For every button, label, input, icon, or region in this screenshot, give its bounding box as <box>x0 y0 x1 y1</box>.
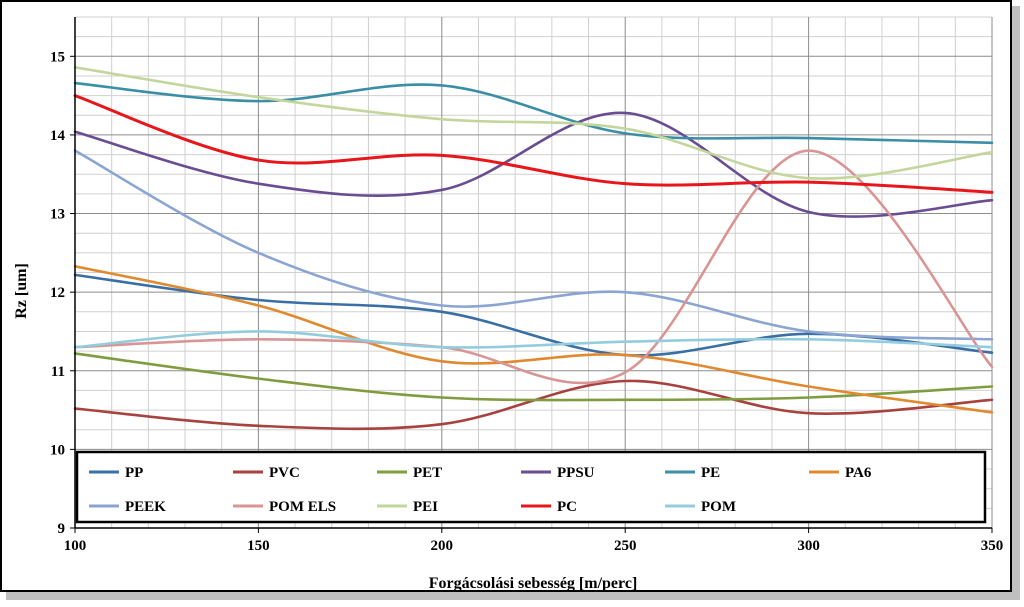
legend-label-pe: PE <box>701 465 720 481</box>
chart-shadow-bottom <box>6 592 1020 600</box>
y-tick-label: 9 <box>58 521 66 537</box>
legend-label-pet: PET <box>413 465 442 481</box>
series-line-pa6 <box>73 264 994 414</box>
legend-label-pei: PEI <box>413 499 438 515</box>
legend-label-pom: POM <box>701 499 736 515</box>
series-line-pe <box>73 81 994 145</box>
series-line-peek <box>73 149 994 341</box>
x-tick-label: 150 <box>247 538 270 554</box>
x-tick-label: 100 <box>64 538 87 554</box>
legend: PP PVC PET PPSU PE PA6 PEEK POM ELS PEI PC POM <box>75 450 987 524</box>
legend-label-pc: PC <box>557 499 577 515</box>
legend-label-pom-els: POM ELS <box>269 499 336 515</box>
x-tick-label: 350 <box>981 538 1004 554</box>
legend-label-pvc: PVC <box>269 465 300 481</box>
x-tick-label: 300 <box>797 538 820 554</box>
series-line-pet <box>73 352 994 402</box>
legend-label-ppsu: PPSU <box>557 465 595 481</box>
y-tick-label: 11 <box>51 364 65 380</box>
series-line-pei <box>73 66 994 180</box>
x-tick-label: 250 <box>614 538 637 554</box>
y-tick-label: 13 <box>50 207 65 223</box>
axis-layer: 9 10 11 12 13 14 15 100 150 200 250 300 350 <box>50 17 1003 554</box>
series-line-pc <box>73 94 994 194</box>
series-layer <box>73 66 994 431</box>
x-tick-label: 200 <box>431 538 454 554</box>
legend-label-pp: PP <box>125 465 143 481</box>
legend-box <box>75 450 987 524</box>
y-tick-label: 15 <box>50 49 65 65</box>
legend-label-pa6: PA6 <box>845 465 872 481</box>
y-tick-label: 12 <box>50 285 65 301</box>
y-tick-label: 10 <box>50 442 65 458</box>
x-axis-title: Forgácsolási sebesség [m/perc] <box>429 575 638 592</box>
series-line-pom <box>73 330 994 349</box>
chart-shadow <box>1012 6 1020 596</box>
y-tick-label: 14 <box>50 128 66 144</box>
series-line-pom-els <box>73 149 994 385</box>
y-axis-title: Rz [um] <box>13 263 30 319</box>
series-line-ppsu <box>73 111 994 218</box>
legend-label-peek: PEEK <box>125 499 166 515</box>
